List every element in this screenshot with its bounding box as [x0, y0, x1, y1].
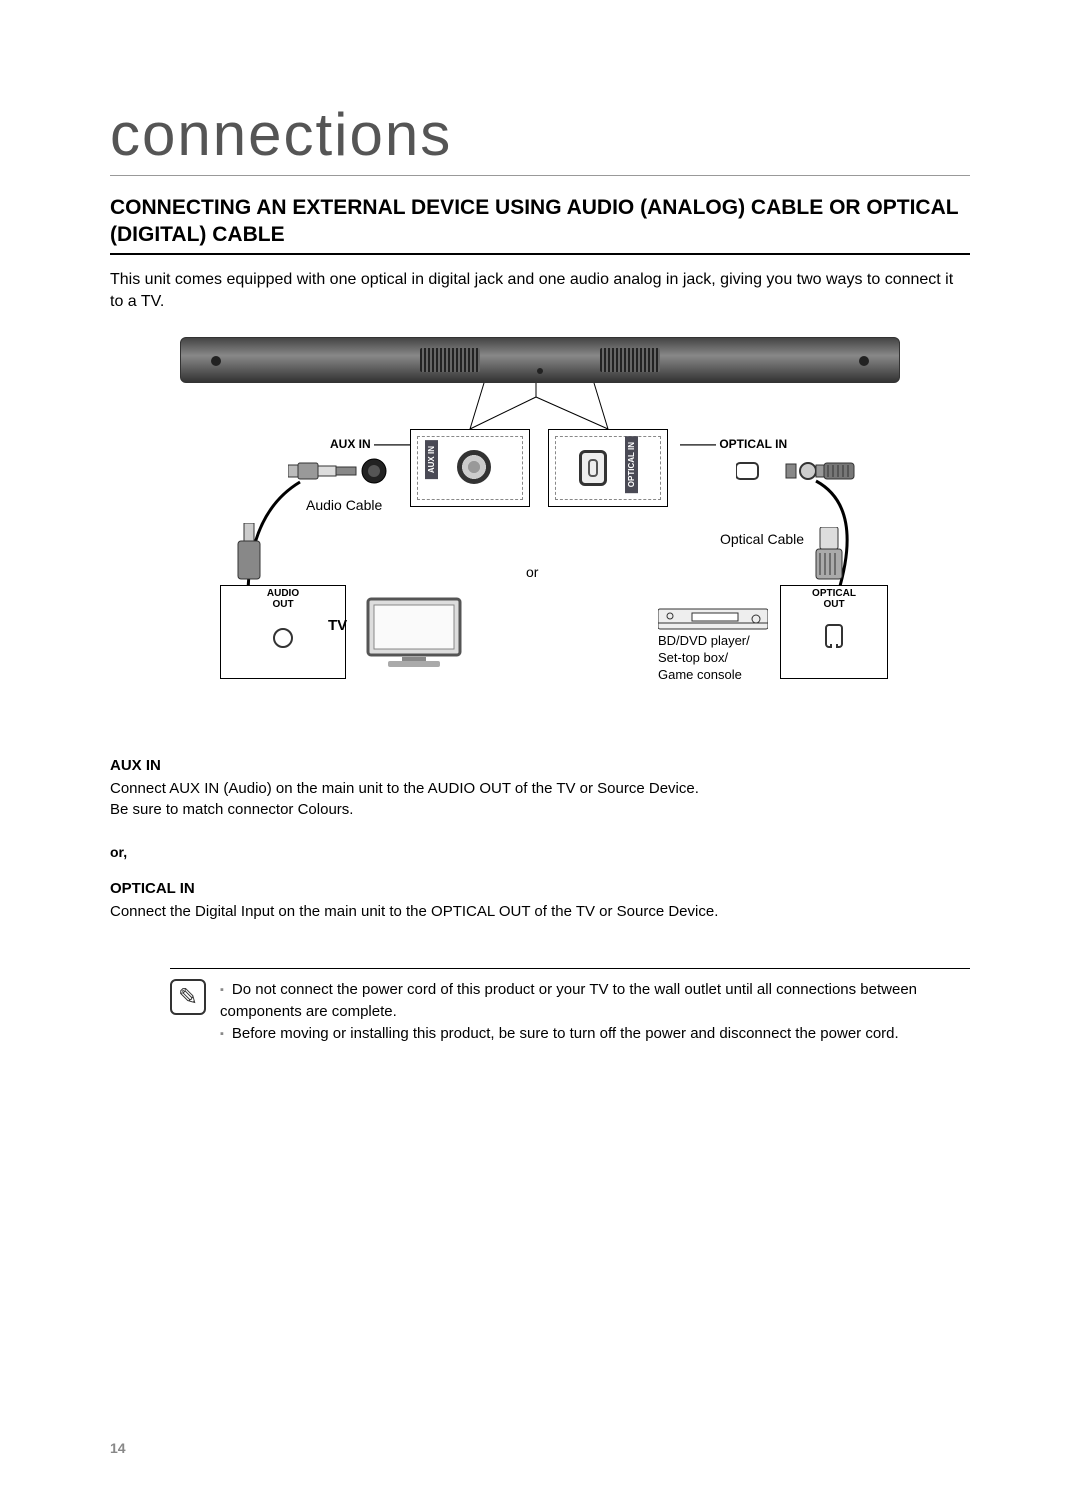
- optical-out-port-icon: [825, 624, 843, 648]
- or-label: or: [526, 564, 538, 580]
- device-line-2: Set-top box/: [658, 650, 750, 667]
- page-number: 14: [110, 1440, 126, 1456]
- optical-section: OPTICAL IN Connect the Digital Input on …: [110, 880, 970, 922]
- audio-out-port-icon: [273, 628, 293, 648]
- optical-port-label: OPTICAL IN: [625, 436, 638, 493]
- optical-in-text: OPTICAL IN: [719, 437, 787, 451]
- audio-out-label: AUDIO OUT: [221, 588, 345, 610]
- optical-body: Connect the Digital Input on the main un…: [110, 901, 970, 922]
- optical-in-label: ——— OPTICAL IN: [680, 437, 787, 451]
- aux-jack-icon: [457, 450, 491, 484]
- optical-port-panel: OPTICAL IN: [548, 429, 668, 507]
- tv-label: TV: [328, 617, 347, 634]
- aux-section: AUX IN Connect AUX IN (Audio) on the mai…: [110, 757, 970, 820]
- note-item: Before moving or installing this product…: [220, 1023, 970, 1045]
- soundbar-grille: [600, 348, 660, 372]
- intro-paragraph: This unit comes equipped with one optica…: [110, 269, 970, 314]
- tv-icon: [364, 595, 464, 671]
- aux-subtitle: AUX IN: [110, 757, 970, 774]
- pencil-note-icon: ✎: [170, 979, 206, 1015]
- soundbar-grille: [420, 348, 480, 372]
- note-list: Do not connect the power cord of this pr…: [220, 979, 970, 1044]
- optical-cable-caption: Optical Cable: [720, 531, 804, 547]
- section-heading: CONNECTING AN EXTERNAL DEVICE USING AUDI…: [110, 194, 970, 255]
- audio-cable-caption: Audio Cable: [306, 497, 382, 513]
- aux-port-panel: AUX IN: [410, 429, 530, 507]
- aux-in-text: AUX IN: [330, 437, 371, 451]
- soundbar-illustration: [180, 337, 900, 383]
- audio-plug-icon: [288, 457, 396, 485]
- connection-diagram: AUX IN OPTICAL IN AUX IN ——— ——— OPTICAL…: [180, 337, 900, 717]
- device-line-1: BD/DVD player/: [658, 633, 750, 650]
- note-item: Do not connect the power cord of this pr…: [220, 979, 970, 1023]
- optical-jack-icon: [579, 450, 607, 486]
- optical-connector-end-icon: [814, 527, 844, 587]
- aux-body-2: Be sure to match connector Colours.: [110, 799, 970, 820]
- aux-body-1: Connect AUX IN (Audio) on the main unit …: [110, 778, 970, 799]
- device-line-3: Game console: [658, 667, 750, 684]
- soundbar-dot: [859, 356, 869, 366]
- device-label: BD/DVD player/ Set-top box/ Game console: [658, 633, 750, 684]
- optical-out-label: OPTICAL OUT: [781, 588, 887, 610]
- aux-in-label: AUX IN ———: [330, 437, 410, 451]
- audio-connector-end-icon: [234, 523, 264, 587]
- page-title: connections: [110, 100, 970, 176]
- or-separator: or,: [110, 844, 970, 860]
- player-device-icon: [658, 607, 768, 631]
- soundbar-dot: [211, 356, 221, 366]
- note-box: ✎ Do not connect the power cord of this …: [170, 968, 970, 1044]
- optical-out-box: OPTICAL OUT: [780, 585, 888, 679]
- optical-plug-icon: [736, 457, 856, 485]
- optical-subtitle: OPTICAL IN: [110, 880, 970, 897]
- soundbar-dot: [537, 368, 543, 374]
- aux-port-label: AUX IN: [425, 440, 438, 479]
